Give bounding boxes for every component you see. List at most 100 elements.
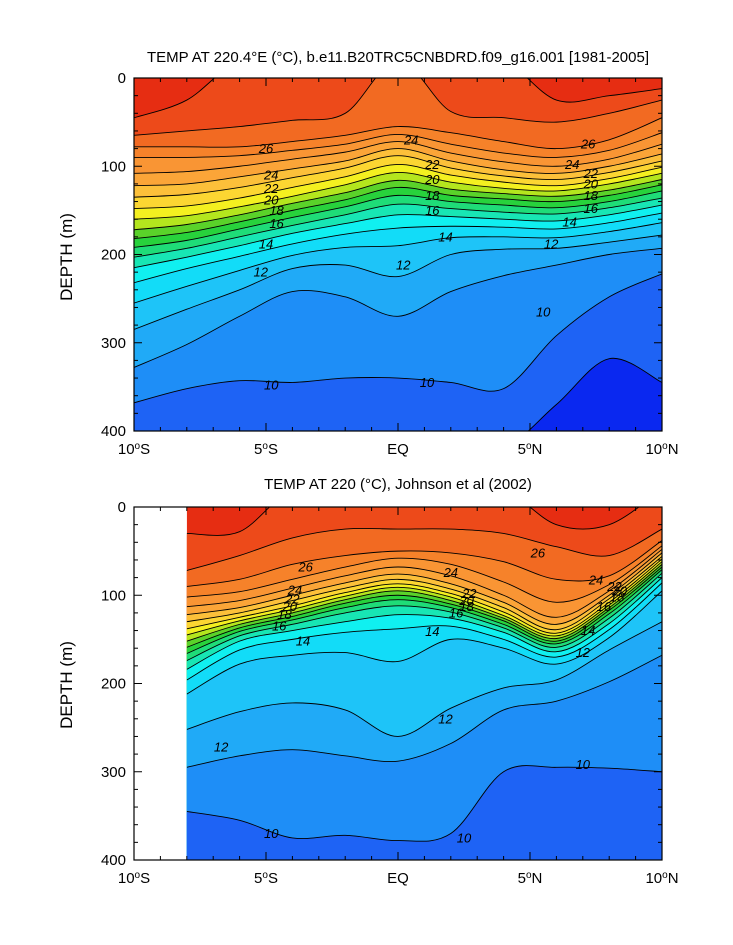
x-tick-label: 10oN: [645, 870, 678, 888]
x-tick-label: 5oS: [254, 870, 278, 888]
isotherm-17: [186, 569, 663, 654]
isotherm-21: [134, 164, 662, 210]
x-tick-label: 10oS: [118, 870, 150, 888]
isotherm-12: [186, 621, 663, 737]
y-tick-label: 400: [101, 852, 126, 869]
contour-label: 10: [576, 757, 591, 772]
contour-label: 12: [396, 258, 411, 273]
isotherm-19: [186, 564, 663, 642]
contour-label: 20: [612, 583, 628, 598]
contour-label: 20: [458, 593, 474, 608]
isotherm-18: [134, 184, 662, 240]
contour-label: 22: [263, 181, 279, 196]
x-tick-label: 5oN: [518, 870, 543, 888]
isotherm-26: [134, 117, 662, 150]
contour-label: 26: [258, 141, 274, 156]
x-axis: 10oS 5oS EQ 5oN 10oN: [118, 78, 679, 458]
contour-label: 10: [420, 375, 435, 390]
contour-label: 20: [424, 172, 440, 187]
contour-label: 16: [269, 216, 284, 231]
isotherm-11: [134, 247, 662, 368]
contour-label: 14: [562, 214, 576, 229]
contour-label: 16: [597, 599, 612, 614]
contour-label: 18: [583, 188, 598, 203]
contour-label: 22: [461, 586, 477, 601]
bottom-panel-title: TEMP AT 220 (°C), Johnson et al (2002): [264, 476, 532, 493]
top-panel-title: TEMP AT 220.4°E (°C), b.e11.B20TRC5CNBDR…: [147, 49, 649, 66]
band-below-9: [528, 358, 662, 431]
contour-label: 10: [264, 826, 279, 841]
contour-label: 14: [438, 229, 452, 244]
contour-label: 14: [425, 624, 439, 639]
top-contour-panel: TEMP AT 220.4°E (°C), b.e11.B20TRC5CNBDR…: [57, 49, 679, 458]
isotherm-20: [186, 561, 663, 637]
contour-label: 12: [253, 265, 268, 280]
contour-label: 12: [576, 645, 591, 660]
isotherm-10: [186, 765, 663, 842]
isotherm-9: [527, 357, 662, 431]
y-tick-label: 0: [118, 70, 126, 87]
contour-label: 20: [282, 599, 298, 614]
y-tick-label: 300: [101, 335, 126, 352]
contour-label: 16: [425, 203, 440, 218]
x-tick-label: 10oS: [118, 441, 150, 459]
y-tick-label: 100: [101, 587, 126, 604]
contour-label: 18: [277, 607, 292, 622]
x-tick-label: 5oS: [254, 441, 278, 459]
contour-label: 26: [580, 137, 596, 152]
contour-label: 14: [259, 236, 273, 251]
isotherm-11: [186, 654, 663, 768]
contour-label: 24: [564, 157, 579, 172]
isotherm-17: [134, 190, 662, 248]
isotherm-24: [186, 549, 663, 618]
contour-label: 12: [438, 711, 453, 726]
isotherm-27: [186, 527, 663, 571]
contour-label: 24: [263, 168, 278, 183]
isotherm-18: [186, 566, 663, 648]
contour-label: 22: [284, 591, 300, 606]
isotherm-19: [134, 179, 662, 231]
isotherm-22: [134, 155, 662, 198]
isotherm-16: [186, 572, 663, 661]
isotherm-14: [186, 582, 663, 681]
band-below-10: [186, 765, 662, 860]
bottom-panel-ylabel: DEPTH (m): [57, 641, 76, 729]
y-tick-label: 0: [118, 499, 126, 516]
isotherm-12: [134, 234, 662, 330]
x-tick-label: EQ: [387, 441, 409, 458]
contour-label: 18: [269, 203, 284, 218]
isotherm-16: [134, 197, 662, 258]
contour-label: 22: [424, 157, 440, 172]
contour-label: 10: [264, 378, 279, 393]
isotherm-26: [186, 540, 663, 587]
isotherm-27: [134, 78, 662, 136]
y-tick-label: 300: [101, 764, 126, 781]
bottom-contour-panel: TEMP AT 220 (°C), Johnson et al (2002) D…: [57, 476, 679, 887]
band-below-10: [134, 273, 662, 431]
contour-label: 20: [263, 192, 279, 207]
contour-label: 16: [583, 201, 598, 216]
contour-label: 10: [536, 304, 551, 319]
contour-label: 12: [214, 740, 229, 755]
contour-label: 16: [272, 619, 287, 634]
isotherm-13: [186, 590, 663, 695]
isotherm-23: [186, 552, 663, 625]
contour-label: 26: [530, 545, 546, 560]
contour-label: 24: [588, 573, 603, 588]
x-axis: 10oS 5oS EQ 5oN 10oN: [118, 507, 679, 887]
contour-label: 16: [449, 605, 464, 620]
isotherm-25: [186, 545, 663, 603]
isotherm-13: [134, 222, 662, 304]
contour-label: 20: [582, 176, 598, 191]
isotherm-10: [134, 273, 662, 404]
y-tick-label: 200: [101, 676, 126, 693]
isotherm-28: [134, 78, 662, 119]
isotherm-15: [134, 204, 662, 269]
y-axis: 0 100 200 300 400: [101, 70, 662, 440]
contour-label: 18: [459, 599, 474, 614]
isotherm-25: [134, 132, 662, 159]
